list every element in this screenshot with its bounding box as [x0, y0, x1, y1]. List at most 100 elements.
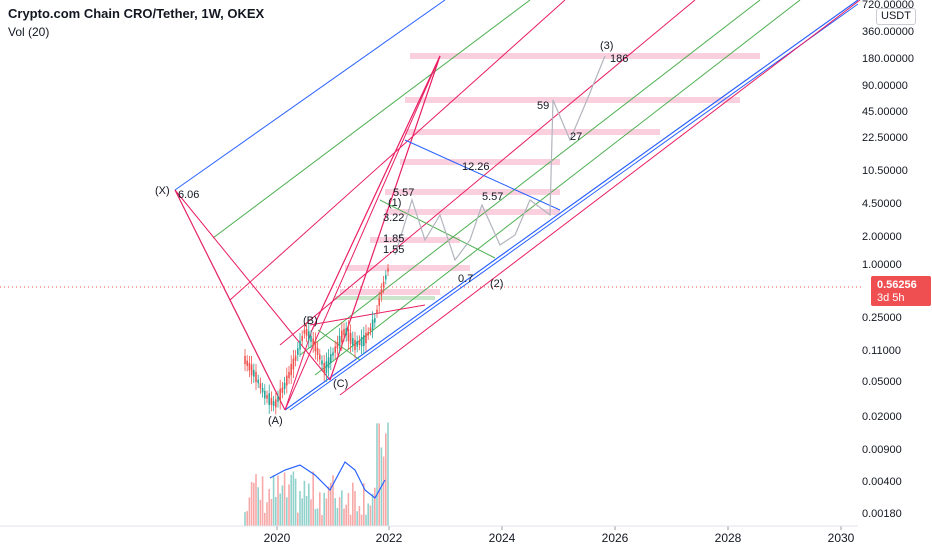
candle-body	[367, 331, 369, 336]
volume-bar	[301, 498, 303, 526]
volume-bar	[374, 487, 376, 526]
candle-body	[299, 340, 301, 350]
volume-bar	[332, 475, 334, 526]
volume-bar	[369, 505, 372, 526]
volume-bar	[338, 497, 341, 526]
annotation-value: 3.22	[383, 212, 404, 224]
candle-body	[341, 330, 343, 343]
last-price-value: 0.56256	[877, 279, 917, 291]
wave-x-to-c	[174, 189, 331, 381]
candle-body	[286, 375, 288, 386]
annotation-value: 1.55	[383, 244, 404, 256]
candle-body	[387, 268, 389, 272]
projection-path	[394, 55, 606, 262]
candle-body	[259, 383, 262, 389]
wave-label: (B)	[303, 315, 318, 327]
candle-body	[371, 319, 374, 331]
volume-bar	[327, 486, 330, 526]
volume-bar	[266, 502, 268, 526]
wave-a-to-3	[284, 55, 441, 411]
x-tick-label: 2022	[376, 531, 403, 545]
target-zone	[345, 265, 470, 271]
volume-bar	[255, 474, 257, 526]
candle-body	[283, 382, 286, 389]
volume-bar	[321, 515, 323, 526]
candle-body	[319, 354, 321, 360]
candle-body	[323, 363, 325, 373]
candle-body	[255, 371, 257, 383]
candle-body	[369, 327, 372, 331]
volume-bar	[253, 482, 255, 526]
volume-bar	[336, 507, 339, 526]
pitchfork-upper-line	[174, 0, 446, 191]
pitchfork-red-2	[279, 0, 696, 346]
y-tick-label: 1.00000	[862, 259, 902, 271]
volume-indicator-label[interactable]: Vol (20)	[8, 25, 50, 39]
volume-bar	[345, 504, 347, 526]
y-tick-label: 720.00000	[862, 0, 914, 11]
volume-bar	[286, 497, 288, 526]
candle-body	[250, 364, 253, 376]
candle-body	[270, 397, 273, 405]
candle-body	[385, 275, 387, 280]
candle-body	[345, 328, 347, 336]
y-tick-label: 0.02000	[862, 411, 902, 423]
target-zone	[385, 189, 560, 195]
wave-label: (X)	[155, 185, 170, 197]
pitchfork-green-2	[299, 0, 761, 356]
candle-body	[330, 354, 332, 363]
y-tick-label: 10.50000	[862, 165, 908, 177]
volume-bar	[312, 471, 314, 526]
candle-body	[380, 289, 383, 296]
wave-label: (2)	[490, 278, 503, 290]
volume-bar	[334, 498, 336, 526]
candle-body	[290, 363, 292, 376]
wave-label: (A)	[268, 415, 283, 427]
chart-title: Crypto.com Chain CRO/Tether, 1W, OKEX	[8, 6, 264, 21]
candle-body	[246, 360, 248, 366]
annotation-value: 5.57	[482, 191, 503, 203]
volume-bar	[360, 514, 363, 526]
volume-bar	[319, 492, 321, 526]
candle-body	[277, 396, 279, 402]
candle-body	[301, 335, 303, 341]
candle-body	[378, 298, 380, 306]
wave-label: (1)	[388, 197, 401, 209]
volume-bar	[382, 456, 385, 526]
candle-body	[266, 395, 268, 399]
y-tick-label: 0.00900	[862, 444, 902, 456]
y-tick-label: 90.00000	[862, 80, 908, 92]
candle-body	[365, 332, 367, 344]
y-tick-label: 0.25000	[862, 312, 902, 324]
candle-body	[382, 281, 385, 288]
volume-bars	[244, 422, 389, 526]
currency-unit-button[interactable]: USDT	[876, 8, 916, 25]
annotation-value: 186	[610, 53, 628, 65]
bar-countdown: 3d 5h	[877, 292, 905, 304]
y-tick-label: 22.50000	[862, 132, 908, 144]
volume-bar	[305, 496, 308, 526]
volume-bar	[349, 514, 352, 526]
candle-body	[312, 338, 314, 347]
volume-bar	[250, 481, 253, 526]
volume-bar	[294, 478, 297, 526]
candle-body	[338, 335, 341, 346]
pitchfork-lines	[174, 0, 861, 411]
candle-body	[347, 329, 350, 342]
pitchfork-lower-line	[284, 0, 859, 411]
volume-bar	[385, 433, 387, 526]
candle-body	[349, 332, 352, 344]
volume-bar	[297, 512, 299, 526]
volume-bar	[330, 482, 332, 526]
volume-bar	[365, 514, 367, 526]
wave-a-to-b	[284, 329, 313, 411]
target-zone	[385, 209, 560, 215]
candle-body	[248, 362, 251, 371]
volume-bar	[323, 492, 325, 526]
annotation-value: 5.57	[393, 187, 414, 199]
volume-bar	[314, 509, 317, 526]
volume-bar	[371, 493, 374, 526]
projected-wave-path	[394, 55, 606, 262]
candle-body	[314, 340, 317, 352]
